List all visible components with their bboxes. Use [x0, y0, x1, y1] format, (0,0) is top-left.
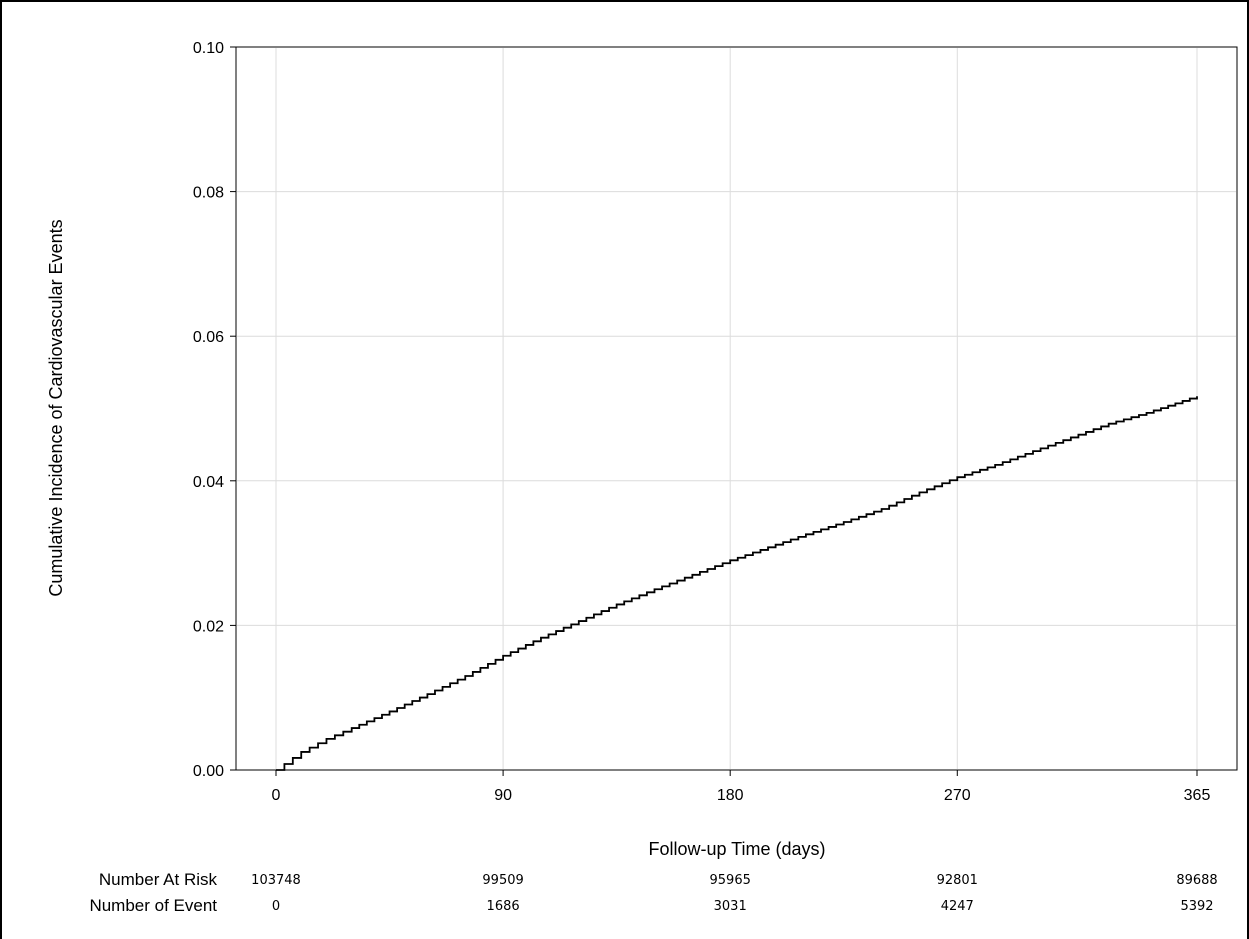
y-tick-label: 0.08	[193, 185, 224, 202]
y-tick-label: 0.10	[193, 40, 224, 57]
risk-table-row-label: Number of Event	[89, 896, 217, 915]
risk-table-value: 99509	[482, 873, 523, 888]
risk-table-value: 1686	[487, 899, 520, 914]
y-axis-title: Cumulative Incidence of Cardiovascular E…	[46, 219, 66, 596]
x-tick-label: 0	[272, 787, 281, 804]
x-tick-label: 365	[1184, 787, 1211, 804]
x-axis-title: Follow-up Time (days)	[648, 839, 825, 859]
risk-table-value: 95965	[710, 873, 751, 888]
risk-table-value: 4247	[941, 899, 974, 914]
grid-lines	[237, 46, 1236, 769]
x-axis: 0 90 180 270 365	[272, 770, 1211, 804]
x-tick-label: 270	[944, 787, 971, 804]
risk-table-value: 3031	[714, 899, 747, 914]
risk-table-value: 103748	[251, 873, 301, 888]
risk-table: Number At Risk 103748 99509 95965 92801 89688…	[89, 870, 1217, 915]
y-tick-label: 0.04	[193, 474, 224, 491]
risk-table-value: 5392	[1180, 899, 1213, 914]
y-tick-label: 0.00	[193, 763, 224, 780]
x-tick-label: 90	[494, 787, 512, 804]
risk-table-value: 92801	[937, 873, 978, 888]
y-tick-label: 0.02	[193, 618, 224, 635]
risk-table-value: 89688	[1176, 873, 1217, 888]
y-tick-label: 0.06	[193, 329, 224, 346]
risk-table-row-label: Number At Risk	[99, 870, 218, 889]
cumulative-incidence-line	[276, 396, 1198, 771]
x-tick-label: 180	[717, 787, 744, 804]
risk-table-value: 0	[272, 899, 280, 914]
y-axis: 0.00 0.02 0.04 0.06 0.08 0.10	[193, 40, 236, 780]
plot-area	[235, 46, 1238, 771]
